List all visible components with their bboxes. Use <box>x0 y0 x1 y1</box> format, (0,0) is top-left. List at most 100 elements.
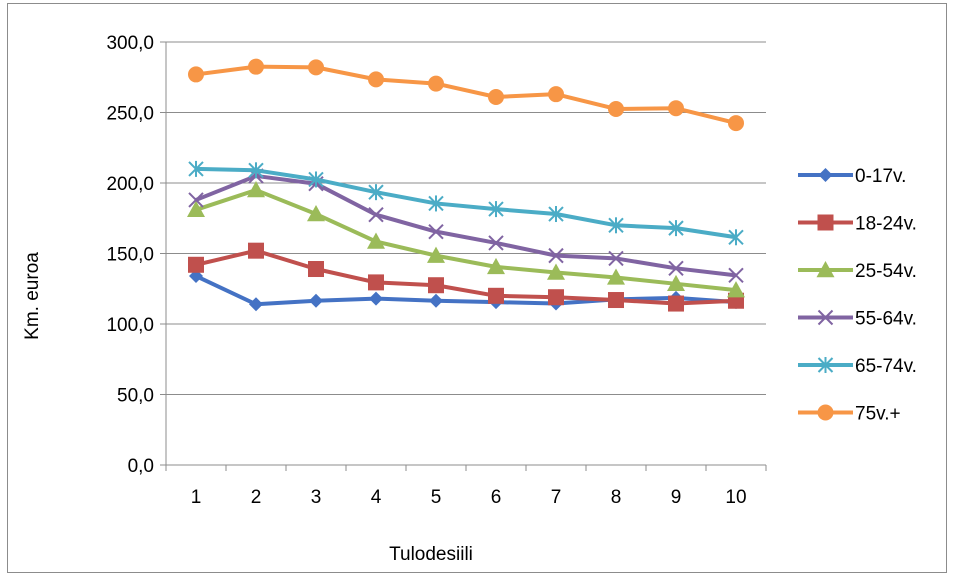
marker-square <box>248 242 264 259</box>
series-75v.+ <box>188 58 744 132</box>
marker-circle <box>368 71 384 88</box>
marker-circle <box>548 86 564 103</box>
marker-square <box>548 289 564 306</box>
y-tick-label: 0,0 <box>128 456 154 477</box>
legend-entry: 25-54v. <box>798 261 917 282</box>
marker-star <box>188 160 204 177</box>
y-tick-label: 200,0 <box>106 174 154 195</box>
series-line <box>195 248 737 306</box>
marker-square <box>428 277 444 294</box>
marker-circle <box>488 88 504 105</box>
marker-star <box>428 195 444 212</box>
marker-x <box>488 235 504 251</box>
legend-label: 55-64v. <box>855 309 917 330</box>
marker-triangle <box>187 200 205 217</box>
series-line <box>195 166 737 240</box>
x-tick-label: 4 <box>371 487 382 508</box>
marker-diamond <box>249 297 263 312</box>
y-tick-label: 50,0 <box>117 386 154 407</box>
marker-square <box>817 214 834 231</box>
series-line <box>195 274 737 307</box>
axes: 0,0 50,0 100,0 150,0 200,0 250,0 300,0 1 2 3 4 5 6 7 8… <box>106 33 767 508</box>
marker-circle <box>728 115 744 132</box>
marker-square <box>308 261 324 278</box>
marker-circle <box>608 100 624 117</box>
marker-star <box>817 357 834 373</box>
legend-entry: 65-74v. <box>798 356 917 377</box>
legend: 0-17v. 18-24v. 25-54v. 55-64v. 65-74v. 75v.+ <box>798 166 917 425</box>
series-layer <box>187 58 745 312</box>
y-tick-label: 150,0 <box>106 245 154 266</box>
marker-square <box>368 274 384 291</box>
series-line <box>195 173 737 278</box>
marker-star <box>308 171 324 188</box>
marker-circle <box>248 58 264 75</box>
marker-x <box>817 309 834 326</box>
x-tick-label: 10 <box>725 487 746 508</box>
marker-triangle <box>667 274 685 292</box>
marker-square <box>668 295 684 312</box>
marker-star <box>608 217 624 234</box>
legend-label: 65-74v. <box>855 356 917 377</box>
x-tick-label: 1 <box>191 487 202 508</box>
chart-area: 0,0 50,0 100,0 150,0 200,0 250,0 300,0 1 2 3 4 5 6 7 8… <box>7 3 947 573</box>
legend-entry: 55-64v. <box>798 309 917 330</box>
x-tick-label: 5 <box>431 487 442 508</box>
legend-entry: 75v.+ <box>798 404 901 425</box>
marker-triangle <box>307 205 325 222</box>
marker-x <box>668 260 684 277</box>
marker-circle <box>308 59 324 76</box>
legend-label: 0-17v. <box>855 166 906 187</box>
marker-star <box>668 220 684 237</box>
marker-x <box>548 247 564 264</box>
marker-triangle <box>487 257 505 275</box>
marker-circle <box>668 100 684 117</box>
marker-triangle <box>607 268 625 285</box>
marker-x <box>368 207 384 223</box>
legend-label: 18-24v. <box>855 214 917 235</box>
y-tick-label: 300,0 <box>106 33 154 54</box>
marker-triangle <box>547 263 565 280</box>
marker-square <box>608 292 624 309</box>
x-tick-label: 9 <box>671 487 682 508</box>
marker-diamond <box>309 293 323 308</box>
marker-triangle <box>367 232 385 249</box>
x-tick-label: 6 <box>491 487 502 508</box>
marker-square <box>188 256 204 273</box>
series-25-54v. <box>187 181 745 298</box>
marker-star <box>728 229 744 246</box>
marker-triangle <box>727 281 745 298</box>
marker-circle <box>188 66 204 83</box>
x-tick-label: 2 <box>251 487 262 508</box>
legend-label: 25-54v. <box>855 261 917 282</box>
series-line <box>195 64 737 126</box>
marker-x <box>728 267 744 284</box>
marker-x <box>428 223 444 240</box>
y-tick-label: 250,0 <box>106 104 154 125</box>
marker-x <box>188 192 204 208</box>
x-tick-label: 7 <box>551 487 562 508</box>
legend-entry: 0-17v. <box>798 166 906 187</box>
marker-star <box>488 201 504 218</box>
marker-triangle <box>427 246 445 263</box>
marker-triangle <box>247 181 265 198</box>
marker-diamond <box>818 168 833 182</box>
y-axis-title: Km. euroa <box>22 252 43 340</box>
marker-star <box>368 184 384 201</box>
y-tick-label: 100,0 <box>106 315 154 336</box>
marker-diamond <box>429 293 443 308</box>
marker-square <box>488 287 504 304</box>
gridlines <box>166 41 766 395</box>
series-65-74v. <box>188 160 744 246</box>
marker-circle <box>428 75 444 92</box>
series-line <box>195 188 737 293</box>
x-tick-label: 8 <box>611 487 622 508</box>
line-chart: 0,0 50,0 100,0 150,0 200,0 250,0 300,0 1 2 3 4 5 6 7 8… <box>22 33 917 565</box>
x-tick-label: 3 <box>311 487 322 508</box>
marker-circle <box>817 404 834 421</box>
marker-star <box>548 206 564 223</box>
x-axis-title: Tulodesiili <box>389 544 473 565</box>
legend-label: 75v.+ <box>855 404 901 425</box>
marker-x <box>608 250 624 267</box>
marker-triangle <box>816 261 835 278</box>
